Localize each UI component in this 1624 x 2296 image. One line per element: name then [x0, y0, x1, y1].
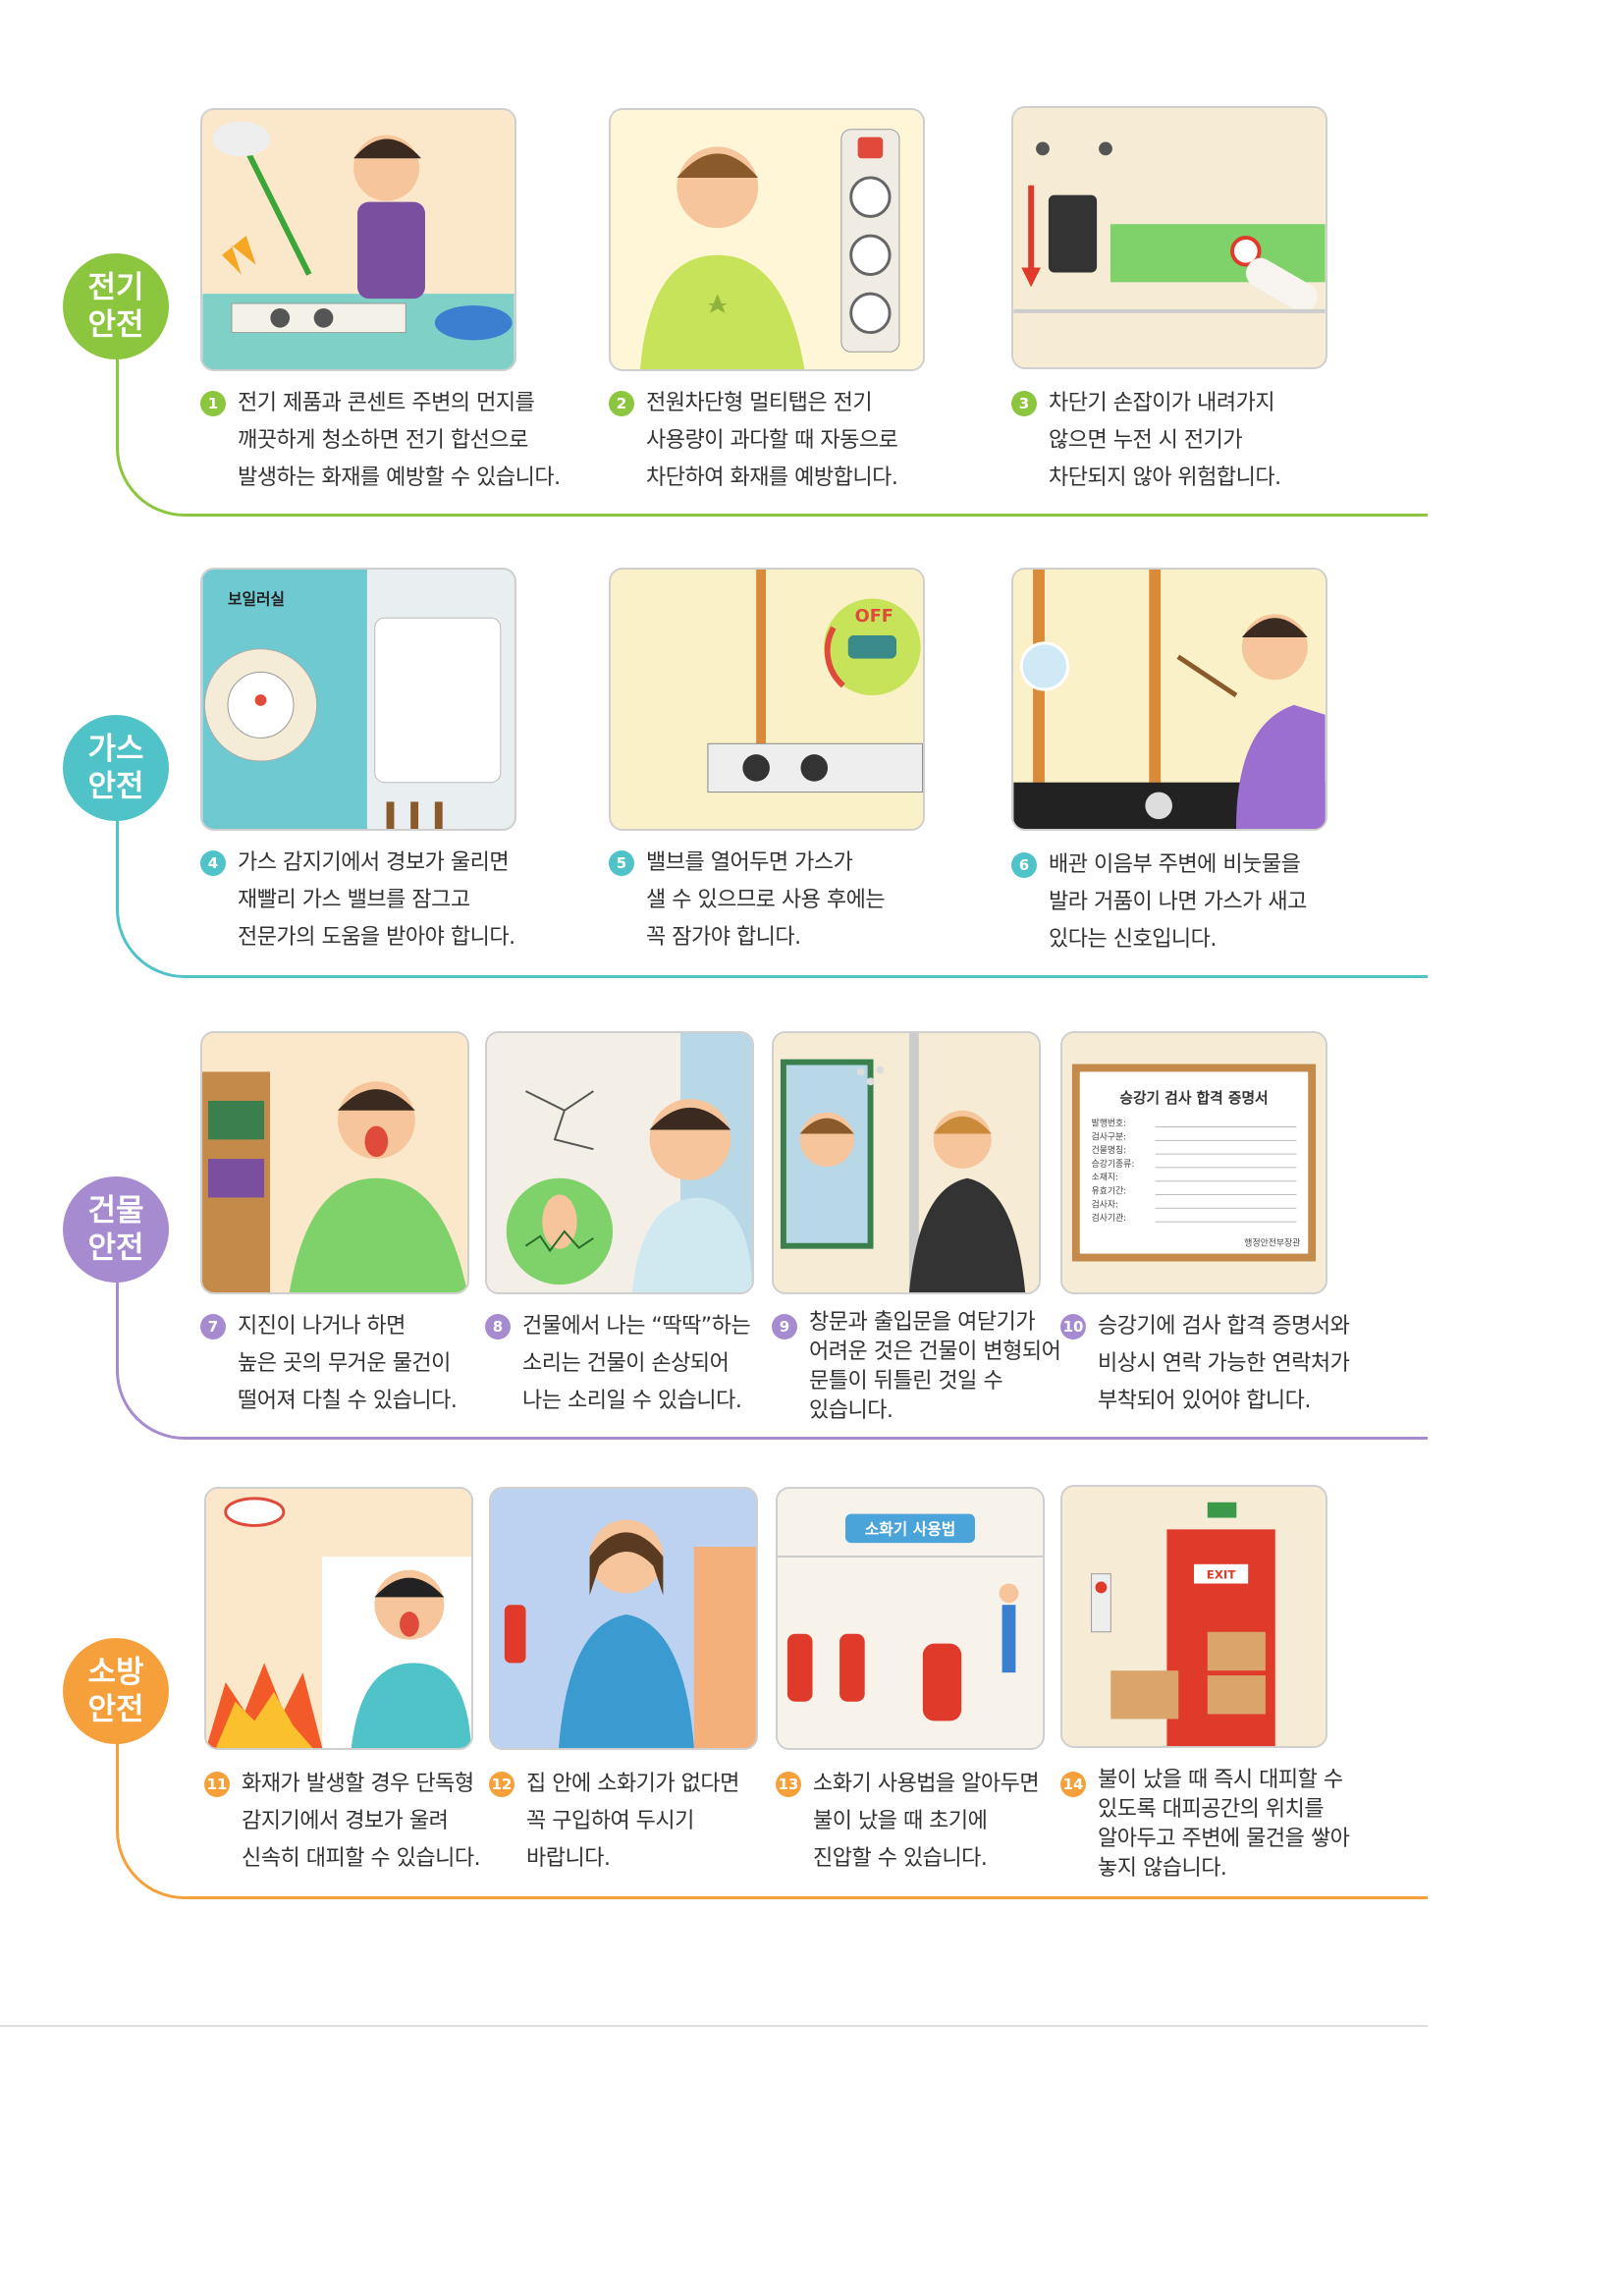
caption-text: 전원차단형 멀티탭은 전기 사용량이 과다할 때 자동으로 차단하여 화재를 예…: [646, 391, 898, 490]
illustration-elevator-certificate: 승강기 검사 합격 증명서 발행번호: 검사구분: 건물명칭: 승강기종류: 소재지: 유…: [1060, 1031, 1327, 1294]
illustration-gas-detector: 보일러실: [200, 568, 516, 831]
caption-text: 지진이 나거나 하면 높은 곳의 무거운 물건이 떨어져 다칠 수 있습니다.: [238, 1314, 458, 1413]
certificate-field-label: 소재지:: [1092, 1173, 1118, 1183]
exit-sign-label: EXIT: [1207, 1568, 1236, 1582]
caption-14: 14 불이 났을 때 즉시 대피할 수 있도록 대피공간의 위치를 알아두고 주…: [1060, 1766, 1355, 1884]
caption-13: 13 소화기 사용법을 알아두면 불이 났을 때 초기에 진압할 수 있습니다.: [776, 1766, 1060, 1878]
illustration-dust-cleaning: [200, 108, 516, 371]
card-number: 11: [204, 1772, 230, 1797]
caption-10: 10 승강기에 검사 합격 증명서와 비상시 연락 가능한 연락처가 부착되어 …: [1060, 1308, 1355, 1420]
illustration-crack-sound: [485, 1031, 754, 1294]
card-number: 4: [200, 850, 226, 876]
page-bottom-rule: [0, 2025, 1428, 2027]
badge-fire-safety: 소방 안전: [63, 1638, 169, 1744]
caption-text: 전기 제품과 콘센트 주변의 먼지를 깨끗하게 청소하면 전기 합선으로 발생하…: [238, 391, 561, 490]
caption-text: 창문과 출입문을 여닫기가 어려운 것은 건물이 변형되어 문틀이 뒤틀린 것일…: [809, 1310, 1061, 1423]
illustration-buy-extinguisher: [489, 1487, 758, 1750]
illustration-evacuation-exit: EXIT: [1060, 1485, 1327, 1748]
illustration-circuit-breaker: [1011, 106, 1327, 369]
certificate-field-label: 발행번호:: [1092, 1118, 1127, 1129]
certificate-field-label: 유효기간:: [1092, 1186, 1127, 1197]
section-divider-gas: [116, 786, 1428, 978]
certificate-field-label: 검사기관:: [1092, 1212, 1127, 1224]
certificate-issuer: 행정안전부장관: [1244, 1237, 1300, 1249]
caption-1: 1 전기 제품과 콘센트 주변의 먼지를 깨끗하게 청소하면 전기 합선으로 발…: [200, 385, 573, 497]
card-number: 12: [489, 1772, 514, 1797]
caption-text: 밸브를 열어두면 가스가 샐 수 있으므로 사용 후에는 꼭 잠가야 합니다.: [646, 850, 886, 950]
caption-9: 9 창문과 출입문을 여닫기가 어려운 것은 건물이 변형되어 문틀이 뒤틀린 …: [772, 1308, 1066, 1426]
certificate-field-label: 승강기종류:: [1092, 1159, 1135, 1170]
card-number: 2: [609, 391, 634, 416]
illustration-gas-valve: OFF: [609, 568, 925, 831]
caption-11: 11 화재가 발생할 경우 단독형 감지기에서 경보가 울려 신속히 대피할 수…: [204, 1766, 489, 1878]
caption-3: 3 차단기 손잡이가 내려가지 않으면 누전 시 전기가 차단되지 않아 위험합…: [1011, 385, 1384, 497]
illustration-extinguisher-usage: 소화기 사용법: [776, 1487, 1045, 1750]
illustration-earthquake: [200, 1031, 469, 1294]
illustration-power-strip: [609, 108, 925, 371]
section-divider-building: [116, 1247, 1428, 1440]
caption-text: 배관 이음부 주변에 비눗물을 발라 거품이 나면 가스가 새고 있다는 신호입…: [1049, 852, 1307, 952]
illustration-soap-bubble-test: [1011, 568, 1327, 831]
certificate-field-label: 검사자:: [1092, 1198, 1118, 1210]
caption-text: 불이 났을 때 즉시 대피할 수 있도록 대피공간의 위치를 알아두고 주변에 …: [1098, 1768, 1350, 1881]
badge-building-safety: 건물 안전: [63, 1176, 169, 1283]
illustration-door-frame: [772, 1031, 1041, 1294]
card-number: 3: [1011, 391, 1037, 416]
certificate-fields: 발행번호:검사구분: 건물명칭: 승강기종류: 소재지: 유효기간:검사자: 검사기관:: [1092, 1118, 1297, 1224]
card-number: 14: [1060, 1772, 1086, 1797]
certificate-field-label: 건물명칭:: [1092, 1145, 1127, 1156]
card-number: 9: [772, 1314, 797, 1339]
card-number: 13: [776, 1772, 801, 1797]
caption-text: 가스 감지기에서 경보가 울리면 재빨리 가스 밸브를 잠그고 전문가의 도움을…: [238, 850, 515, 950]
caption-5: 5 밸브를 열어두면 가스가 샐 수 있으므로 사용 후에는 꼭 잠가야 합니다…: [609, 845, 982, 957]
caption-text: 승강기에 검사 합격 증명서와 비상시 연락 가능한 연락처가 부착되어 있어야…: [1098, 1314, 1350, 1413]
caption-6: 6 배관 이음부 주변에 비눗물을 발라 거품이 나면 가스가 새고 있다는 신…: [1011, 847, 1384, 958]
card-number: 1: [200, 391, 226, 416]
caption-7: 7 지진이 나거나 하면 높은 곳의 무거운 물건이 떨어져 다칠 수 있습니다…: [200, 1308, 485, 1420]
caption-12: 12 집 안에 소화기가 없다면 꼭 구입하여 두시기 바랍니다.: [489, 1766, 774, 1878]
badge-gas-safety: 가스 안전: [63, 715, 169, 821]
certificate-title: 승강기 검사 합격 증명서: [1119, 1089, 1268, 1107]
caption-4: 4 가스 감지기에서 경보가 울리면 재빨리 가스 밸브를 잠그고 전문가의 도…: [200, 845, 573, 957]
badge-electric-safety: 전기 안전: [63, 253, 169, 359]
card-number: 5: [609, 850, 634, 876]
boiler-room-label: 보일러실: [228, 589, 285, 608]
card-number: 6: [1011, 852, 1037, 878]
caption-text: 집 안에 소화기가 없다면 꼭 구입하여 두시기 바랍니다.: [526, 1772, 739, 1871]
illustration-smoke-alarm: [204, 1487, 473, 1750]
caption-8: 8 건물에서 나는 “딱딱”하는 소리는 건물이 손상되어 나는 소리일 수 있…: [485, 1308, 770, 1420]
section-divider-electric: [116, 324, 1428, 517]
caption-text: 화재가 발생할 경우 단독형 감지기에서 경보가 울려 신속히 대피할 수 있습…: [242, 1772, 481, 1871]
card-number: 7: [200, 1314, 226, 1339]
caption-2: 2 전원차단형 멀티탭은 전기 사용량이 과다할 때 자동으로 차단하여 화재를…: [609, 385, 982, 497]
card-number: 10: [1060, 1314, 1086, 1339]
section-divider-fire: [116, 1707, 1428, 1899]
valve-off-label: OFF: [855, 607, 893, 627]
caption-text: 소화기 사용법을 알아두면 불이 났을 때 초기에 진압할 수 있습니다.: [813, 1772, 1040, 1871]
extinguisher-usage-label: 소화기 사용법: [865, 1519, 955, 1538]
card-number: 8: [485, 1314, 511, 1339]
certificate-field-label: 검사구분:: [1092, 1130, 1127, 1142]
caption-text: 건물에서 나는 “딱딱”하는 소리는 건물이 손상되어 나는 소리일 수 있습니…: [522, 1314, 751, 1413]
caption-text: 차단기 손잡이가 내려가지 않으면 누전 시 전기가 차단되지 않아 위험합니다…: [1049, 391, 1281, 490]
